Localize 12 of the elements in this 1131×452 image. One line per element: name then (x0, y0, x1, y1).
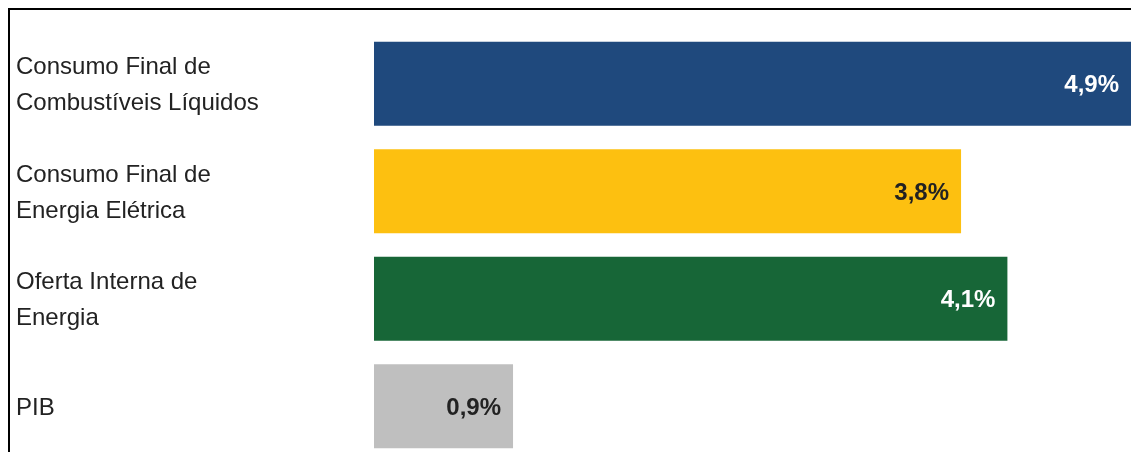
bar (374, 41, 1131, 126)
data-label: 0,9% (446, 392, 502, 420)
data-label: 3,8% (894, 177, 950, 205)
y-tick-label: PIB (16, 392, 55, 420)
data-label: 4,1% (940, 285, 996, 313)
bar (374, 149, 962, 234)
y-tick-label: Consumo Final de Energia Elétrica (16, 159, 211, 223)
data-label: 4,9% (1064, 70, 1119, 98)
y-tick-label: Oferta Interna de Energia (16, 267, 198, 331)
bar (374, 256, 1008, 341)
bar (374, 364, 514, 449)
y-tick-label: Consumo Final de Combustíveis Líquidos (16, 52, 259, 116)
